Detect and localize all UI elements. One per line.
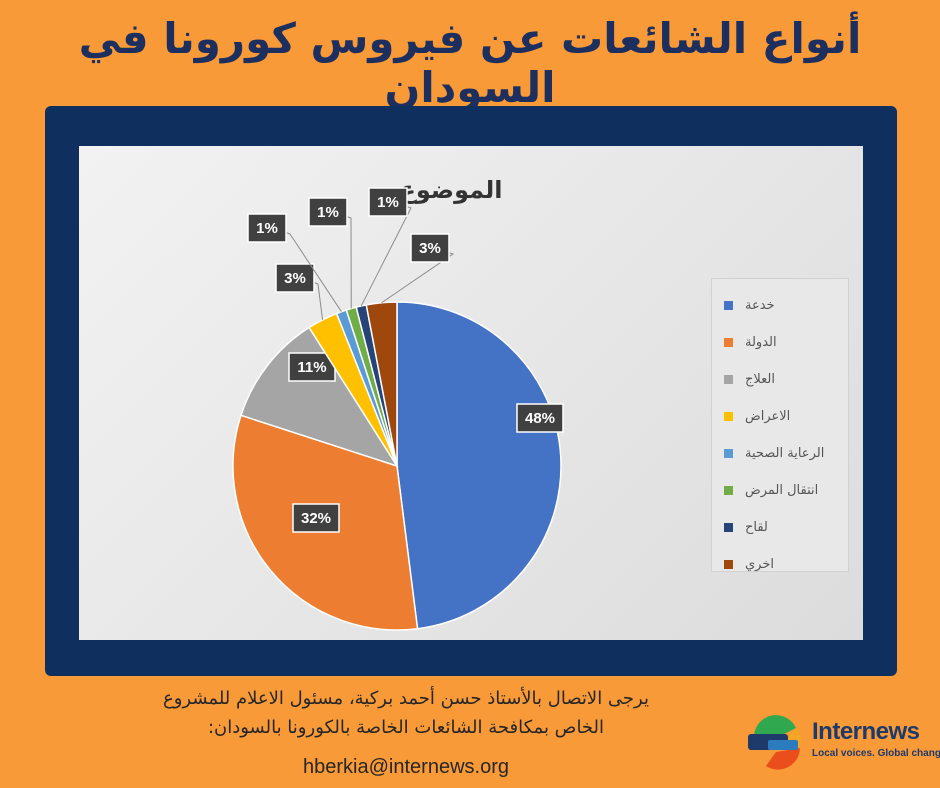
legend-swatch bbox=[724, 485, 733, 495]
legend-swatch bbox=[724, 337, 733, 347]
legend-item: الاعراض bbox=[712, 406, 848, 426]
legend-swatch bbox=[724, 522, 733, 532]
internews-logo-icon bbox=[748, 715, 801, 770]
data-label-box bbox=[368, 187, 408, 217]
legend-item: الرعاية الصحية bbox=[712, 443, 848, 463]
pie-chart: الموضوع 48% 32% 11% 3% 1% 1% 1% 3% bbox=[232, 176, 564, 631]
pie-slice bbox=[240, 326, 399, 468]
legend-swatch bbox=[724, 448, 733, 458]
chart-title: الموضوع bbox=[399, 176, 502, 204]
data-label: 1% bbox=[256, 220, 278, 237]
data-label: 11% bbox=[297, 359, 326, 376]
data-label-box bbox=[516, 403, 564, 433]
contact-line-1: يرجى الاتصال بالأستاذ حسن أحمد بركية، مس… bbox=[162, 688, 649, 709]
contact-line-2: الخاص بمكافحة الشائعات الخاصة بالكورونا … bbox=[207, 717, 605, 738]
data-label-box bbox=[292, 503, 340, 533]
data-label: 1% bbox=[317, 204, 339, 221]
legend-label: انتقال المرض bbox=[745, 482, 819, 498]
legend-item: انتقال المرض bbox=[712, 480, 848, 500]
legend-swatch bbox=[724, 300, 733, 310]
contact-email[interactable]: hberkia@internews.org bbox=[303, 756, 509, 778]
logo-tagline: Local voices. Global change. bbox=[812, 748, 940, 759]
legend-swatch bbox=[724, 374, 733, 384]
chart-frame: الموضوع 48% 32% 11% 3% 1% 1% 1% 3% خدعة الدولة الع… bbox=[45, 106, 897, 676]
internews-logo: Internews Local voices. Global change. bbox=[746, 712, 940, 772]
data-label-box bbox=[247, 213, 287, 243]
contact-text: يرجى الاتصال بالأستاذ حسن أحمد بركية، مس… bbox=[100, 684, 712, 742]
page-headline: أنواع الشائعات عن فيروس كورونا في السودا… bbox=[78, 14, 862, 112]
legend-label: الاعراض bbox=[745, 408, 791, 424]
legend-item: الدولة bbox=[712, 332, 848, 352]
pie-slice bbox=[396, 301, 562, 630]
data-label: 1% bbox=[377, 194, 399, 211]
logo-name: Internews bbox=[812, 718, 920, 745]
legend-label: الرعاية الصحية bbox=[745, 445, 825, 461]
data-label: 48% bbox=[525, 410, 555, 427]
legend-label: العلاج bbox=[745, 371, 775, 387]
data-label: 3% bbox=[284, 270, 306, 287]
data-label-box bbox=[275, 263, 315, 293]
data-label: 3% bbox=[419, 240, 441, 257]
data-label-box bbox=[308, 197, 348, 227]
legend-item: اخري bbox=[712, 554, 848, 574]
data-label-box bbox=[410, 233, 450, 263]
legend-label: الدولة bbox=[745, 334, 777, 350]
data-label: 32% bbox=[301, 510, 331, 527]
legend-label: لقاح bbox=[745, 519, 768, 535]
chart-legend: خدعة الدولة العلاج الاعراض الرعاية الصحية انت… bbox=[711, 278, 849, 572]
legend-swatch bbox=[724, 559, 733, 569]
legend-item: لقاح bbox=[712, 517, 848, 537]
legend-label: اخري bbox=[745, 556, 774, 572]
legend-item: العلاج bbox=[712, 369, 848, 389]
label-leader-line bbox=[360, 201, 412, 307]
data-label-box bbox=[288, 352, 336, 382]
legend-item: خدعة bbox=[712, 295, 848, 315]
pie-slice bbox=[365, 301, 398, 467]
legend-label: خدعة bbox=[745, 297, 775, 313]
legend-swatch bbox=[724, 411, 733, 421]
chart-area: الموضوع 48% 32% 11% 3% 1% 1% 1% 3% خدعة الدولة الع… bbox=[79, 146, 863, 640]
